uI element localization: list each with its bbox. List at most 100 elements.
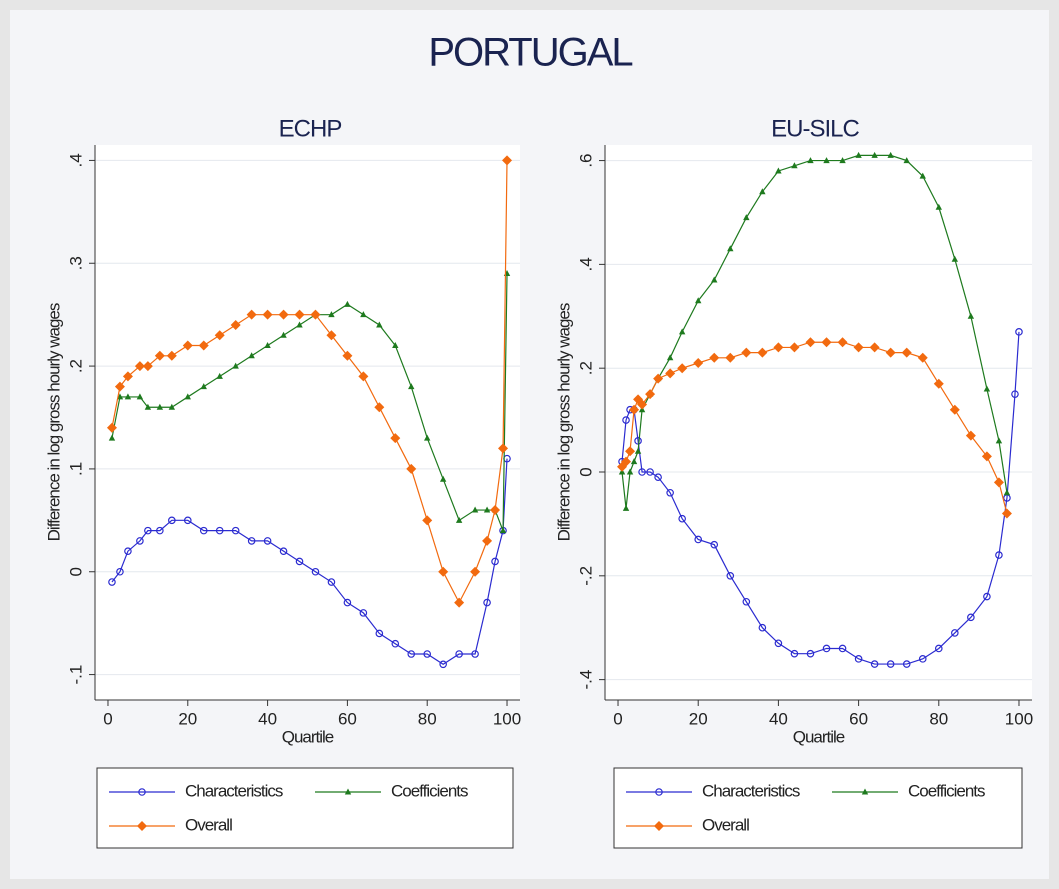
- point-marker: [248, 352, 255, 359]
- legend-marker: [861, 788, 869, 795]
- point-marker: [983, 385, 991, 392]
- point-marker: [279, 547, 288, 555]
- point-marker: [837, 337, 848, 348]
- point-marker: [885, 347, 896, 358]
- x-tick-label: 20: [689, 709, 708, 728]
- point-marker: [144, 403, 152, 410]
- point-marker: [625, 446, 636, 457]
- point-marker: [903, 157, 910, 164]
- point-marker: [134, 361, 145, 372]
- point-marker: [470, 566, 481, 577]
- point-marker: [995, 437, 1003, 444]
- point-marker: [184, 393, 191, 400]
- chart-title: EU-SILC: [771, 115, 859, 142]
- point-marker: [839, 157, 846, 164]
- point-marker: [156, 403, 164, 410]
- point-marker: [455, 650, 463, 658]
- point-marker: [742, 597, 751, 606]
- legend-label: Characteristics: [702, 781, 800, 800]
- point-marker: [634, 447, 642, 454]
- point-marker: [678, 514, 686, 523]
- point-marker: [483, 506, 491, 513]
- point-marker: [1011, 390, 1019, 398]
- x-tick-label: 40: [769, 709, 788, 728]
- point-marker: [231, 526, 240, 535]
- point-marker: [482, 535, 493, 546]
- point-marker: [154, 350, 165, 361]
- point-marker: [743, 214, 750, 221]
- point-marker: [902, 660, 911, 668]
- point-marker: [677, 363, 688, 374]
- legend-marker: [344, 788, 352, 795]
- point-marker: [343, 598, 352, 607]
- point-marker: [168, 516, 176, 525]
- plot-area: [605, 145, 1032, 700]
- figure-title: PORTUGAL: [428, 31, 632, 75]
- point-marker: [296, 321, 303, 328]
- point-marker: [199, 526, 208, 535]
- point-marker: [108, 578, 116, 586]
- point-marker: [773, 342, 784, 353]
- point-marker: [136, 393, 144, 400]
- point-marker: [294, 309, 305, 320]
- x-tick-label: 40: [258, 709, 277, 728]
- point-marker: [142, 361, 153, 372]
- point-marker: [645, 389, 656, 400]
- point-marker: [629, 404, 640, 415]
- point-marker: [622, 416, 630, 424]
- point-marker: [247, 537, 256, 545]
- chart-title: ECHP: [279, 115, 342, 142]
- point-marker: [116, 567, 124, 576]
- legend-box: [613, 767, 1023, 849]
- legend-marker: [137, 821, 147, 831]
- x-tick-label: 60: [338, 709, 357, 728]
- point-marker: [757, 347, 768, 358]
- legend-marker: [654, 821, 664, 831]
- x-tick-label: 100: [1005, 709, 1033, 728]
- point-marker: [654, 473, 662, 481]
- y-tick-label: .2: [66, 359, 85, 373]
- y-tick-label: 0: [66, 567, 85, 576]
- y-tick-label: -.4: [576, 670, 595, 690]
- y-tick-label: .2: [576, 361, 595, 375]
- point-marker: [855, 151, 862, 158]
- point-marker: [626, 468, 634, 475]
- point-marker: [232, 362, 239, 369]
- point-marker: [653, 373, 664, 384]
- point-marker: [407, 650, 416, 658]
- y-tick-label: -.1: [66, 665, 85, 685]
- point-marker: [901, 347, 912, 358]
- point-marker: [166, 350, 177, 361]
- point-marker: [344, 300, 351, 307]
- point-marker: [638, 468, 646, 476]
- point-marker: [967, 312, 975, 319]
- point-marker: [823, 157, 830, 164]
- point-marker: [310, 309, 321, 320]
- point-marker: [1001, 508, 1012, 519]
- point-marker: [214, 330, 225, 341]
- point-marker: [406, 463, 417, 474]
- legend-label: Overall: [185, 815, 232, 834]
- point-marker: [183, 516, 192, 525]
- point-marker: [871, 151, 878, 158]
- point-marker: [1015, 328, 1023, 336]
- point-marker: [280, 331, 287, 338]
- point-marker: [422, 515, 433, 526]
- point-marker: [637, 399, 648, 410]
- point-marker: [935, 203, 942, 210]
- point-marker: [375, 629, 384, 638]
- point-marker: [695, 297, 702, 304]
- point-marker: [263, 537, 272, 545]
- point-marker: [136, 537, 144, 545]
- point-marker: [621, 456, 632, 467]
- point-marker: [471, 506, 479, 513]
- point-marker: [295, 557, 304, 566]
- plot-area: [95, 145, 520, 700]
- point-marker: [666, 354, 674, 361]
- point-marker: [709, 352, 720, 363]
- point-marker: [114, 381, 125, 392]
- x-tick-label: 20: [178, 709, 197, 728]
- point-marker: [807, 157, 814, 164]
- point-marker: [951, 629, 959, 637]
- point-marker: [264, 342, 271, 349]
